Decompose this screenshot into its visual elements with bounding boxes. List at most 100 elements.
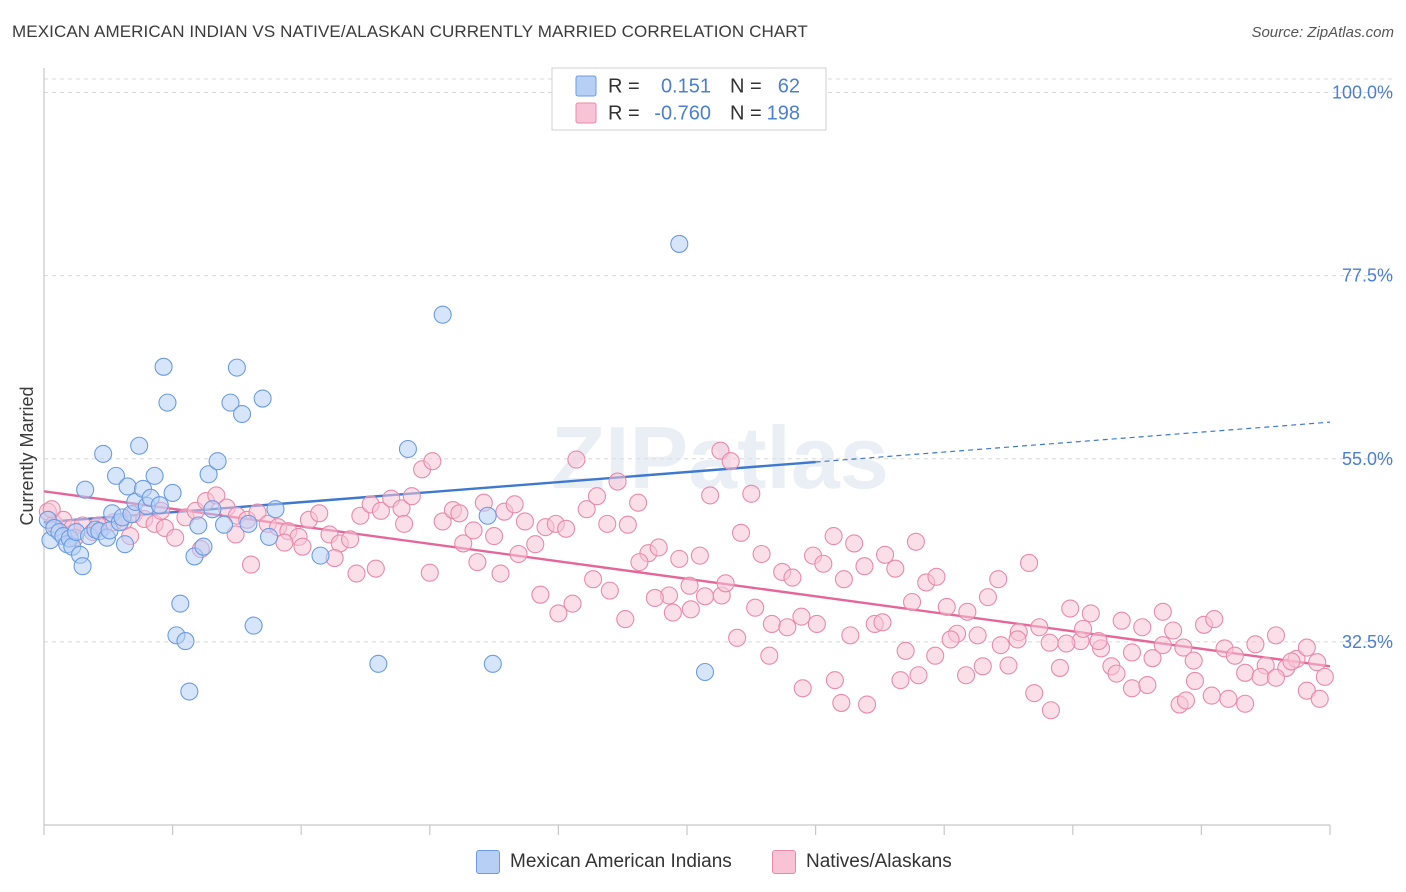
y-tick-label: 32.5% <box>1342 632 1393 652</box>
point-mexican-american-indian <box>158 393 177 412</box>
trend-line-extension <box>815 421 1331 463</box>
point-native-alaskan <box>241 555 261 574</box>
point-native-alaskan <box>549 604 568 623</box>
point-mexican-american-indian <box>239 514 258 533</box>
legend-item-mexican-american-indians[interactable]: Mexican American Indians <box>476 850 732 874</box>
point-native-alaskan <box>896 641 915 660</box>
point-native-alaskan <box>464 521 483 540</box>
point-native-alaskan <box>760 646 779 665</box>
point-native-alaskan <box>1174 638 1193 657</box>
point-native-alaskan <box>855 557 874 576</box>
point-native-alaskan <box>832 693 851 712</box>
point-mexican-american-indian <box>227 358 246 377</box>
point-native-alaskan <box>701 486 720 505</box>
point-mexican-american-indian <box>214 515 234 534</box>
point-mexican-american-indian <box>232 404 252 424</box>
point-mexican-american-indian <box>259 527 279 546</box>
point-native-alaskan <box>1025 684 1044 703</box>
point-native-alaskan <box>402 487 421 506</box>
point-native-alaskan <box>728 628 747 647</box>
point-native-alaskan <box>926 646 945 665</box>
point-mexican-american-indian <box>208 452 227 471</box>
point-native-alaskan <box>1133 618 1152 637</box>
point-native-alaskan <box>1251 667 1270 686</box>
point-native-alaskan <box>567 450 586 469</box>
point-native-alaskan <box>958 602 977 621</box>
point-native-alaskan <box>468 553 487 572</box>
legend-item-natives-alaskans[interactable]: Natives/Alaskans <box>772 850 952 874</box>
point-mexican-american-indian <box>145 466 164 485</box>
point-native-alaskan <box>1266 626 1286 645</box>
point-mexican-american-indian <box>76 480 95 499</box>
point-mexican-american-indian <box>670 234 689 253</box>
point-mexican-american-indian <box>94 444 113 463</box>
point-native-alaskan <box>491 564 510 583</box>
point-mexican-american-indian <box>171 594 190 613</box>
point-mexican-american-indian <box>253 389 272 408</box>
point-mexican-american-indian <box>433 305 452 324</box>
point-mexican-american-indian <box>106 466 126 485</box>
point-mexican-american-indian <box>180 682 199 701</box>
data-points <box>38 234 1334 720</box>
point-native-alaskan <box>792 607 811 626</box>
point-native-alaskan <box>341 530 360 549</box>
point-native-alaskan <box>423 452 442 471</box>
point-native-alaskan <box>989 570 1008 589</box>
point-mexican-american-indian <box>176 632 195 651</box>
y-tick-label: 55.0% <box>1342 449 1393 469</box>
point-native-alaskan <box>485 527 504 546</box>
point-native-alaskan <box>1297 638 1316 657</box>
stats-r-value: 0.151 <box>661 75 711 97</box>
point-native-alaskan <box>630 553 649 572</box>
point-native-alaskan <box>670 549 689 568</box>
point-native-alaskan <box>557 519 576 538</box>
point-native-alaskan <box>891 671 910 690</box>
point-mexican-american-indian <box>118 477 137 496</box>
point-native-alaskan <box>1164 621 1183 640</box>
point-mexican-american-indian <box>483 654 502 673</box>
point-native-alaskan <box>746 598 765 617</box>
stats-n-value: 198 <box>767 102 800 124</box>
y-tick-label: 77.5% <box>1342 266 1393 286</box>
point-native-alaskan <box>1057 634 1076 653</box>
point-native-alaskan <box>1122 679 1142 698</box>
point-native-alaskan <box>420 563 439 582</box>
point-native-alaskan <box>681 600 700 619</box>
point-native-alaskan <box>902 592 922 612</box>
point-native-alaskan <box>1143 649 1162 668</box>
stats-n-label: N = <box>730 102 762 124</box>
point-native-alaskan <box>645 588 664 607</box>
point-native-alaskan <box>793 679 812 698</box>
point-native-alaskan <box>1153 636 1172 655</box>
point-native-alaskan <box>695 587 715 606</box>
point-mexican-american-indian <box>115 535 135 554</box>
point-native-alaskan <box>526 535 545 554</box>
point-native-alaskan <box>454 534 473 553</box>
point-mexican-american-indian <box>369 654 388 673</box>
stats-r-value: -0.760 <box>654 102 711 124</box>
point-native-alaskan <box>690 546 709 565</box>
point-mexican-american-indian <box>311 546 330 565</box>
point-native-alaskan <box>752 544 771 564</box>
point-native-alaskan <box>1185 671 1205 691</box>
point-mexican-american-indian <box>163 483 182 503</box>
point-native-alaskan <box>608 472 627 491</box>
point-native-alaskan <box>873 613 892 632</box>
point-native-alaskan <box>1112 611 1131 630</box>
point-mexican-american-indian <box>221 393 240 412</box>
source-credit: Source: ZipAtlas.com <box>1251 24 1394 41</box>
point-native-alaskan <box>1089 632 1108 651</box>
point-mexican-american-indian <box>73 557 92 576</box>
point-native-alaskan <box>1315 667 1334 686</box>
point-native-alaskan <box>807 614 826 634</box>
scatter-chart: ZIPatlas 100.0%77.5%55.0%32.5%0.0%100.0%… <box>17 67 1394 835</box>
point-native-alaskan <box>1061 599 1080 618</box>
point-mexican-american-indian <box>695 662 715 682</box>
y-tick-label: 100.0% <box>1332 83 1393 103</box>
point-native-alaskan <box>587 487 607 506</box>
point-native-alaskan <box>598 514 617 533</box>
stats-n-value: 62 <box>778 75 800 97</box>
point-mexican-american-indian <box>130 436 149 455</box>
point-native-alaskan <box>629 493 648 512</box>
point-native-alaskan <box>395 514 414 533</box>
